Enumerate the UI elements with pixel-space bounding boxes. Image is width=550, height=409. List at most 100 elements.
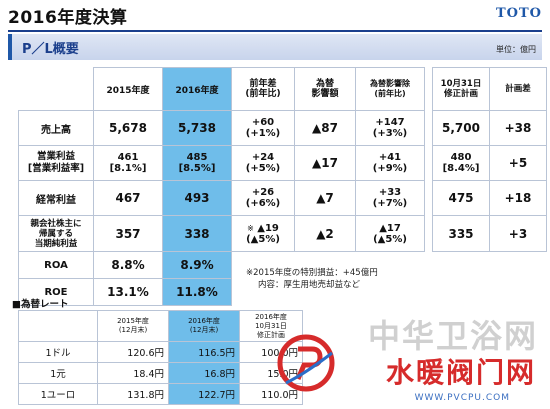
ordinary-exfx-pct: (+7%) (372, 198, 408, 209)
fx-col-2015: 2015年度 (12月末) (97, 310, 169, 342)
fx-header-blank (18, 310, 98, 342)
ordinary-fx: ▲7 (294, 180, 356, 216)
fx-eur-2016: 122.7円 (168, 383, 240, 405)
ordinary-diff-cell: +26 (+6%) (231, 180, 295, 216)
row-label-net-text: 親会社株主に 帰属する 当期純利益 (30, 218, 82, 249)
roe-2015: 13.1% (93, 278, 163, 306)
table-row: ROA 8.8% 8.9% (18, 251, 425, 279)
pl-table-header-row: 2015年度 2016年度 前年差 (前年比) 為替 影響額 為替影響除 (前年… (18, 67, 425, 111)
sales-exfx: +147 (375, 117, 405, 128)
col-header-2015: 2015年度 (93, 67, 163, 111)
watermark-logo-icon (277, 334, 335, 392)
net-exfx-cell: ▲17 (▲5%) (355, 215, 425, 252)
net-diff-cell: ※ ▲19 (▲5%) (231, 215, 295, 252)
sales-2015: 5,678 (93, 110, 163, 146)
col-header-fx-text: 為替 影響額 (311, 79, 339, 99)
net-diff-mark: ※ (247, 223, 254, 233)
row-label-operating: 営業利益 [営業利益率] (18, 145, 94, 181)
col-header-fx: 為替 影響額 (294, 67, 356, 111)
operating-diff-cell: +24 (+5%) (231, 145, 295, 181)
plan-sales: 5,700 (432, 110, 490, 146)
fx-eur-2015: 131.8円 (97, 383, 169, 405)
table-row: 営業利益 [営業利益率] 461 [8.1%] 485 [8.5%] +24 (… (18, 145, 425, 181)
plan-ordinary: 475 (432, 180, 490, 216)
row-label-roa: ROA (18, 251, 94, 279)
title-divider (8, 30, 542, 32)
fx-col-2016-text: 2016年度 (12月末) (188, 317, 220, 334)
col-header-plan: 10月31日 修正計画 (432, 67, 490, 111)
fx-col-2016: 2016年度 (12月末) (168, 310, 240, 342)
unit-label: 単位：億円 (496, 45, 536, 54)
operating-2016: 485 (186, 152, 208, 163)
operating-2015-cell: 461 [8.1%] (93, 145, 163, 181)
col-header-plan-diff: 計画差 (489, 67, 547, 111)
fx-usd-2016: 116.5円 (168, 341, 240, 363)
fx-label-cny: 1元 (18, 362, 98, 384)
net-2015: 357 (93, 215, 163, 252)
plan-diff-net: +3 (489, 215, 547, 252)
net-2016: 338 (162, 215, 232, 252)
operating-exfx: +41 (378, 152, 402, 163)
plan-diff-sales: +38 (489, 110, 547, 146)
pl-table: 2015年度 2016年度 前年差 (前年比) 為替 影響額 為替影響除 (前年… (18, 67, 425, 306)
plan-operating-cell: 480 [8.4%] (432, 145, 490, 181)
sales-fx: ▲87 (294, 110, 356, 146)
operating-fx: ▲17 (294, 145, 356, 181)
sales-diff-pct: (+1%) (245, 128, 281, 139)
fx-cny-2015: 18.4円 (97, 362, 169, 384)
net-exfx-pct: (▲5%) (373, 233, 407, 245)
sales-exfx-cell: +147 (+3%) (355, 110, 425, 146)
table-row: 335 +3 (432, 215, 547, 252)
table-row: 親会社株主に 帰属する 当期純利益 357 338 ※ ▲19 (▲5%) ▲2… (18, 215, 425, 252)
col-header-diff: 前年差 (前年比) (231, 67, 295, 111)
ordinary-diff-pct: (+6%) (245, 198, 281, 209)
note-line-2: 内容：厚生用地売却益など (258, 280, 361, 290)
note-line-1: ※2015年度の特別損益：+45億円 (246, 268, 378, 278)
plan-operating-margin: [8.4%] (442, 163, 480, 174)
table-row: 1ドル 120.6円 116.5円 100.0円 (18, 341, 303, 363)
ordinary-diff: +26 (251, 187, 275, 198)
watermark-text-2: 水暖阀门网 (385, 356, 536, 389)
table-row: 1元 18.4円 16.8円 15.0円 (18, 362, 303, 384)
net-fx: ▲2 (294, 215, 356, 252)
col-header-exfx: 為替影響除 (前年比) (355, 67, 425, 111)
operating-2016-cell: 485 [8.5%] (162, 145, 232, 181)
ordinary-exfx: +33 (378, 187, 402, 198)
table-row: 480 [8.4%] +5 (432, 145, 547, 181)
forecast-header-row: 10月31日 修正計画 計画差 (432, 67, 547, 111)
sales-diff: +60 (251, 117, 275, 128)
operating-2016-margin: [8.5%] (178, 163, 216, 174)
roa-2015: 8.8% (93, 251, 163, 279)
plan-diff-ordinary: +18 (489, 180, 547, 216)
section-header-bar (8, 34, 542, 60)
operating-exfx-pct: (+9%) (372, 163, 408, 174)
col-header-diff-text: 前年差 (前年比) (245, 79, 281, 99)
plan-net: 335 (432, 215, 490, 252)
col-header-exfx-text: 為替影響除 (前年比) (370, 79, 410, 98)
watermark (277, 305, 546, 405)
operating-diff-pct: (+5%) (245, 163, 281, 174)
net-diff-line: ※ ▲19 (234, 223, 292, 234)
sales-diff-cell: +60 (+1%) (231, 110, 295, 146)
plan-operating: 480 (450, 152, 472, 163)
fx-col-plan-text: 2016年度 10月31日 修正計画 (255, 312, 287, 339)
fx-cny-2016: 16.8円 (168, 362, 240, 384)
sales-exfx-pct: (+3%) (372, 128, 408, 139)
col-header-plan-diff-text: 計画差 (505, 84, 531, 94)
operating-2015: 461 (117, 152, 139, 163)
fx-rates-title: ■為替レート (12, 299, 69, 310)
table-row: 売上高 5,678 5,738 +60 (+1%) ▲87 +147 (+3%) (18, 110, 425, 146)
special-item-note: ※2015年度の特別損益：+45億円 内容：厚生用地売却益など (246, 267, 378, 291)
ordinary-exfx-cell: +33 (+7%) (355, 180, 425, 216)
roa-blank (231, 251, 425, 279)
roe-blank (231, 278, 425, 306)
sales-2016: 5,738 (162, 110, 232, 146)
fx-rates-table: 2015年度 (12月末) 2016年度 (12月末) 2016年度 10月31… (18, 310, 303, 405)
table-row: 1ユーロ 131.8円 122.7円 110.0円 (18, 383, 303, 405)
table-row: 経常利益 467 493 +26 (+6%) ▲7 +33 (+7%) (18, 180, 425, 216)
row-label-operating-text: 営業利益 [営業利益率] (27, 151, 85, 174)
brand-logo: TOTO (496, 6, 542, 21)
page-title: 2016年度決算 (8, 8, 128, 28)
fx-col-2015-text: 2015年度 (12月末) (117, 317, 149, 334)
operating-2015-margin: [8.1%] (109, 163, 147, 174)
